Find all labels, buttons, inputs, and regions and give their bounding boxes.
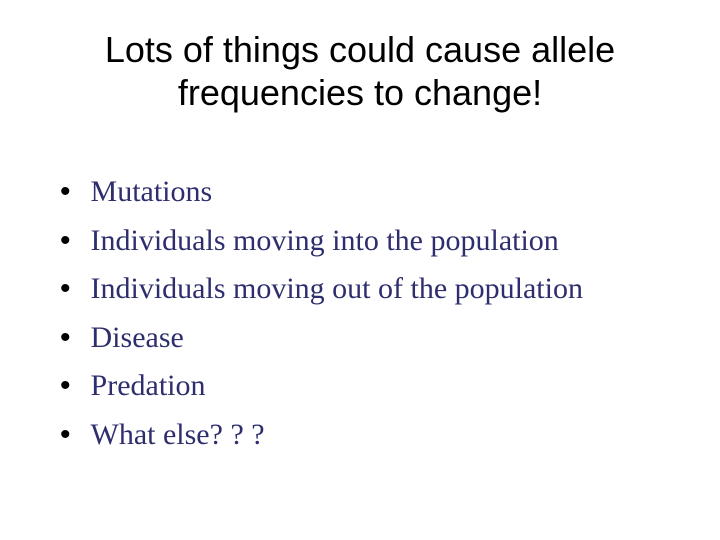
bullet-icon: • xyxy=(60,172,71,211)
list-item: • Mutations xyxy=(60,172,680,213)
bullet-icon: • xyxy=(60,415,71,454)
bullet-text: Individuals moving out of the population xyxy=(91,269,583,310)
bullet-icon: • xyxy=(60,366,71,405)
bullet-text: Disease xyxy=(91,318,184,359)
list-item: • Individuals moving into the population xyxy=(60,221,680,262)
list-item: • Predation xyxy=(60,366,680,407)
bullet-text: Predation xyxy=(91,366,206,407)
slide-title: Lots of things could cause allele freque… xyxy=(40,28,680,114)
list-item: • What else? ? ? xyxy=(60,415,680,456)
list-item: • Individuals moving out of the populati… xyxy=(60,269,680,310)
bullet-text: Individuals moving into the population xyxy=(91,221,559,262)
bullet-icon: • xyxy=(60,221,71,260)
bullet-list: • Mutations • Individuals moving into th… xyxy=(40,172,680,455)
list-item: • Disease xyxy=(60,318,680,359)
bullet-text: What else? ? ? xyxy=(91,415,265,456)
bullet-icon: • xyxy=(60,269,71,308)
slide-container: Lots of things could cause allele freque… xyxy=(0,0,720,540)
bullet-text: Mutations xyxy=(91,172,213,213)
bullet-icon: • xyxy=(60,318,71,357)
